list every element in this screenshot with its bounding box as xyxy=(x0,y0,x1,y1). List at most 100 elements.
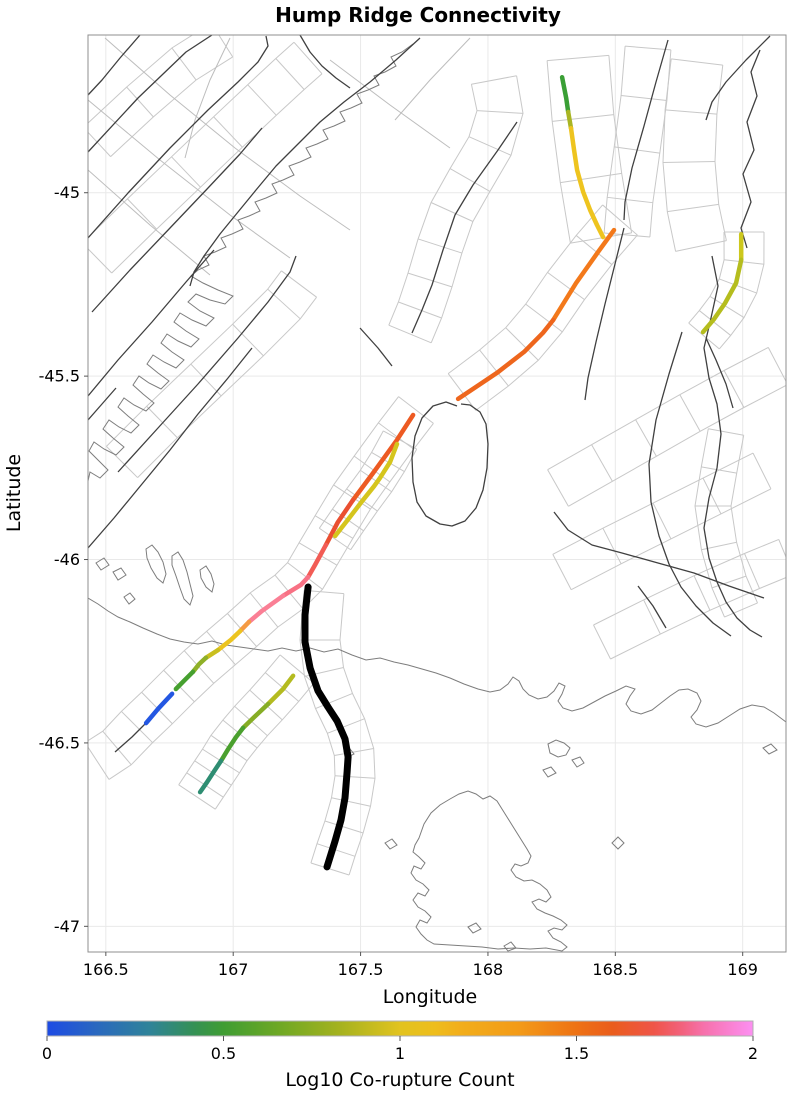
fault-subsection-rail xyxy=(88,35,194,124)
x-tick-label: 167.5 xyxy=(338,960,384,979)
rupture-southwest-segment xyxy=(203,647,221,661)
fault-subsection-rung xyxy=(724,602,758,618)
fault-subsection-rung xyxy=(552,554,572,590)
fault-subsection-rung xyxy=(190,363,222,397)
fault-subsection-rung xyxy=(709,296,745,318)
colorbar-label: Log10 Co-rupture Count xyxy=(285,1069,514,1091)
fault-subsection-rung xyxy=(398,396,434,424)
fault-subsection-rung xyxy=(449,168,491,192)
fault-subsection-rung xyxy=(688,322,720,350)
island-outline xyxy=(384,838,398,850)
fault-subsection-rung xyxy=(621,95,667,101)
fault-subsection-rail xyxy=(547,346,769,471)
fault-subsection-rung xyxy=(146,405,178,439)
fault-trace xyxy=(88,387,117,421)
fault-subsection-rung xyxy=(398,301,442,319)
fault-subsection-rung xyxy=(327,718,365,734)
y-tick-label: -47 xyxy=(54,917,80,936)
fault-trace xyxy=(299,35,351,89)
fault-subsection-rail xyxy=(608,55,633,233)
fault-trace xyxy=(88,35,269,239)
fault-subsection-line xyxy=(329,59,451,149)
colorbar-tick-label: 2 xyxy=(748,1044,758,1063)
x-tick-label: 166.5 xyxy=(83,960,129,979)
island-outline xyxy=(762,743,778,755)
fault-subsection-line xyxy=(88,99,291,259)
fault-subsection-rung xyxy=(279,654,315,684)
fault-subsection-rail xyxy=(718,231,765,350)
rupture-southwest-segment xyxy=(350,412,416,503)
fault-subsection-rung xyxy=(126,86,154,118)
rupture-east-segment xyxy=(700,257,744,335)
fault-subsection-rung xyxy=(752,452,772,490)
fault-subsection-rung xyxy=(547,54,609,62)
fault-subsection-rung xyxy=(388,324,432,344)
fault-subsection-line xyxy=(394,37,471,121)
fault-subsection-rung xyxy=(701,466,737,474)
coastline xyxy=(88,43,414,482)
lake-outline xyxy=(199,565,215,593)
y-tick-label: -46 xyxy=(54,550,80,569)
fault-subsection-rung xyxy=(334,748,374,756)
fault-subsection-rung xyxy=(525,303,563,333)
rupture-north-segment xyxy=(565,109,574,131)
fault-subsection-rail xyxy=(570,488,772,591)
rupture-southwest-segment xyxy=(280,574,311,599)
fault-subsection-rung xyxy=(625,45,671,51)
rupture-parallel-yellow-segment xyxy=(332,441,400,539)
colorbar-tick-label: 1.5 xyxy=(564,1044,589,1063)
fault-subsection-rung xyxy=(171,156,201,188)
fault-subsection-rung xyxy=(693,575,711,611)
fault-subsection-rung xyxy=(724,259,764,265)
fault-subsection-rail xyxy=(662,58,677,252)
fault-subsection-rung xyxy=(281,270,317,298)
fault-subsection-rung xyxy=(178,784,216,810)
fault-subsection-rung xyxy=(310,862,350,876)
lake-outline xyxy=(171,551,194,606)
fault-trace xyxy=(703,255,763,638)
fault-subsection-rung xyxy=(767,347,786,383)
x-tick-label: 168.5 xyxy=(592,960,638,979)
fault-subsection-rung xyxy=(102,730,132,766)
fault-subsection-rung xyxy=(667,203,719,213)
fault-trace xyxy=(411,401,489,527)
fault-subsection-rung xyxy=(679,394,701,432)
rupture-southwest-segment xyxy=(246,593,286,625)
fault-subsection-rail xyxy=(649,49,672,238)
island-outline xyxy=(467,922,482,934)
fault-subsection-rung xyxy=(477,110,523,114)
fault-subsection-rail xyxy=(730,435,758,604)
fault-subsection-rail xyxy=(299,590,336,864)
fault-trace xyxy=(88,249,215,397)
fault-trace xyxy=(88,35,213,153)
fault-subsection-rail xyxy=(603,46,626,234)
rupture-south-segment xyxy=(240,701,271,731)
colorbar-tick-label: 0 xyxy=(42,1044,52,1063)
fault-subsection-line xyxy=(104,37,351,231)
rupture-south-segment xyxy=(218,725,246,764)
fault-subsection-rung xyxy=(723,370,745,408)
fault-subsection-rail xyxy=(688,231,725,324)
y-tick-label: -46.5 xyxy=(39,733,80,752)
hump-ridge-fault xyxy=(301,583,352,871)
y-axis-label: Latitude xyxy=(3,454,25,532)
fault-trace xyxy=(553,511,765,599)
fault-subsection-rung xyxy=(171,47,197,81)
lake-outline xyxy=(145,544,167,584)
rupture-southwest-segment xyxy=(323,497,356,548)
fault-subsection-rung xyxy=(560,172,622,184)
fault-subsection-rung xyxy=(447,373,477,411)
fault-trace xyxy=(117,255,297,473)
fault-subsection-rung xyxy=(331,797,371,807)
fault-subsection-rung xyxy=(505,327,539,361)
fault-subsection-rail xyxy=(593,538,779,626)
fault-subsection-rung xyxy=(643,599,661,635)
fault-subsection-rung xyxy=(324,820,364,834)
rupture-south-segment xyxy=(265,673,296,707)
fault-trace xyxy=(648,331,732,637)
fault-subsection-rail xyxy=(714,65,727,241)
fault-trace xyxy=(411,121,518,334)
fault-subsection-rung xyxy=(547,469,569,507)
fault-subsection-rung xyxy=(602,204,638,236)
fault-subsection-rung xyxy=(383,430,417,450)
